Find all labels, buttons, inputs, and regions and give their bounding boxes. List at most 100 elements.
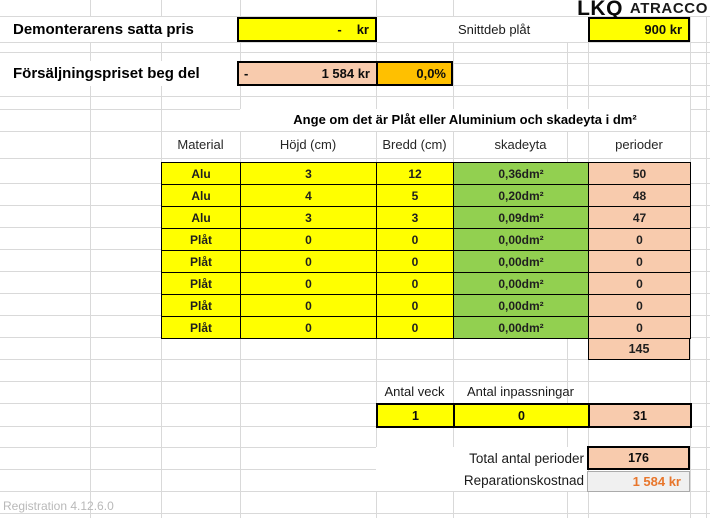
total-perioder-value: 176 xyxy=(587,446,690,470)
perioder-cell: 48 xyxy=(588,184,691,207)
adjustment-perioder-cell: 31 xyxy=(588,403,692,428)
adjustments-row: 1 0 31 xyxy=(376,403,692,428)
gridline xyxy=(690,0,691,518)
gridline xyxy=(0,426,710,427)
forsaljningspris-dash: - xyxy=(244,66,249,81)
snittdeb-plat-input[interactable]: 900 kr xyxy=(588,17,690,42)
cell-mask xyxy=(0,61,237,86)
perioder-cell: 0 xyxy=(588,316,691,339)
bredd-cell[interactable]: 3 xyxy=(376,206,454,229)
gridline xyxy=(0,359,710,360)
material-cell[interactable]: Alu xyxy=(161,184,241,207)
demonterarens-price-input[interactable]: - kr xyxy=(237,17,377,42)
header-bredd: Bredd (cm) xyxy=(382,137,447,152)
gridline xyxy=(0,403,710,404)
hojd-cell[interactable]: 3 xyxy=(240,206,377,229)
material-cell[interactable]: Plåt xyxy=(161,228,241,251)
perioder-cell: 0 xyxy=(588,228,691,251)
skadeyta-cell: 0,00dm² xyxy=(453,250,589,273)
skadeyta-cell: 0,00dm² xyxy=(453,294,589,317)
hojd-cell[interactable]: 3 xyxy=(240,162,377,185)
perioder-cell: 0 xyxy=(588,250,691,273)
material-cell[interactable]: Plåt xyxy=(161,272,241,295)
hojd-cell[interactable]: 0 xyxy=(240,250,377,273)
bredd-cell[interactable]: 5 xyxy=(376,184,454,207)
header-hojd: Höjd (cm) xyxy=(279,137,337,152)
perioder-cell: 47 xyxy=(588,206,691,229)
header-perioder: perioder xyxy=(615,137,663,152)
skadeyta-cell: 0,09dm² xyxy=(453,206,589,229)
hojd-cell[interactable]: 4 xyxy=(240,184,377,207)
material-cell[interactable]: Alu xyxy=(161,206,241,229)
antal-inpassningar-label: Antal inpassningar xyxy=(467,384,574,399)
hojd-cell[interactable]: 0 xyxy=(240,316,377,339)
bredd-cell[interactable]: 0 xyxy=(376,316,454,339)
forsaljningspris-value-cell: - 1 584 kr xyxy=(237,61,378,86)
table-row: Plåt 0 0 0,00dm² 0 xyxy=(161,272,691,295)
hojd-cell[interactable]: 0 xyxy=(240,272,377,295)
table-row: Plåt 0 0 0,00dm² 0 xyxy=(161,294,691,317)
antal-inpassningar-input[interactable]: 0 xyxy=(453,403,590,428)
cell-mask xyxy=(555,0,710,16)
skadeyta-cell: 0,20dm² xyxy=(453,184,589,207)
gridline xyxy=(0,158,710,159)
gridline xyxy=(0,131,710,132)
gridline xyxy=(90,0,91,518)
reparationskostnad-label: Reparationskostnad xyxy=(463,473,584,488)
total-perioder-label: Total antal perioder xyxy=(469,451,584,466)
demonterarens-dash: - xyxy=(337,22,342,37)
table-row: Plåt 0 0 0,00dm² 0 xyxy=(161,228,691,251)
antal-veck-input[interactable]: 1 xyxy=(376,403,455,428)
skadeyta-cell: 0,00dm² xyxy=(453,228,589,251)
damage-section-title: Ange om det är Plåt eller Aluminium och … xyxy=(293,112,637,127)
table-row: Plåt 0 0 0,00dm² 0 xyxy=(161,316,691,339)
lkq-logo-text: LKQ xyxy=(577,0,623,20)
margin-percent-cell: 0,0% xyxy=(376,61,453,86)
bredd-cell[interactable]: 0 xyxy=(376,294,454,317)
material-cell[interactable]: Plåt xyxy=(161,316,241,339)
gridline xyxy=(0,469,710,470)
perioder-cell: 0 xyxy=(588,294,691,317)
bredd-cell[interactable]: 12 xyxy=(376,162,454,185)
margin-percent-value: 0,0% xyxy=(416,66,446,81)
skadeyta-cell: 0,00dm² xyxy=(453,316,589,339)
gridline xyxy=(0,16,710,17)
forsaljningspris-group: - 1 584 kr 0,0% xyxy=(237,61,453,86)
gridline xyxy=(0,96,710,97)
antal-veck-label: Antal veck xyxy=(384,384,445,399)
material-cell[interactable]: Plåt xyxy=(161,250,241,273)
registration-version: Registration 4.12.6.0 xyxy=(3,499,114,513)
hojd-cell[interactable]: 0 xyxy=(240,294,377,317)
perioder-sum-cell: 145 xyxy=(588,338,690,360)
snittdeb-plat-value: 900 kr xyxy=(644,22,682,37)
damage-table: Alu 3 12 0,36dm² 50 Alu 4 5 0,20dm² 48 A… xyxy=(161,162,691,339)
forsaljningspris-value: 1 584 kr xyxy=(321,66,370,81)
table-row: Alu 4 5 0,20dm² 48 xyxy=(161,184,691,207)
perioder-cell: 0 xyxy=(588,272,691,295)
demonterarens-price-label: Demonterarens satta pris xyxy=(13,21,194,38)
header-skadeyta: skadeyta xyxy=(494,137,547,152)
demonterarens-unit: kr xyxy=(356,22,369,37)
bredd-cell[interactable]: 0 xyxy=(376,250,454,273)
material-cell[interactable]: Alu xyxy=(161,162,241,185)
gridline xyxy=(0,447,710,448)
lkq-atracco-logo: LKQ ATRACCO xyxy=(555,0,708,20)
gridline xyxy=(0,513,710,514)
gridline xyxy=(0,491,710,492)
bredd-cell[interactable]: 0 xyxy=(376,272,454,295)
hojd-cell[interactable]: 0 xyxy=(240,228,377,251)
bredd-cell[interactable]: 0 xyxy=(376,228,454,251)
header-material: Material xyxy=(177,137,224,152)
cell-mask xyxy=(376,447,588,491)
gridline xyxy=(0,42,710,43)
table-row: Plåt 0 0 0,00dm² 0 xyxy=(161,250,691,273)
table-row: Alu 3 12 0,36dm² 50 xyxy=(161,162,691,185)
material-cell[interactable]: Plåt xyxy=(161,294,241,317)
perioder-cell: 50 xyxy=(588,162,691,185)
reparationskostnad-value: 1 584 kr xyxy=(587,471,690,492)
gridline xyxy=(0,52,710,53)
table-row: Alu 3 3 0,09dm² 47 xyxy=(161,206,691,229)
gridline xyxy=(706,0,707,518)
gridline xyxy=(0,381,710,382)
